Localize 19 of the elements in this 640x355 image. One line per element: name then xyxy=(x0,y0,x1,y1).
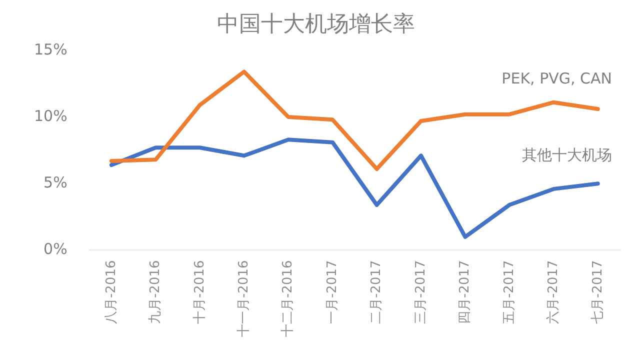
x-tick-label: 九月-2016 xyxy=(148,260,164,324)
x-tick-label: 十一月-2016 xyxy=(236,260,252,338)
x-tick-label: 八月-2016 xyxy=(104,260,119,324)
x-tick-label: 五月-2017 xyxy=(502,260,517,324)
x-tick-label: 六月-2017 xyxy=(546,260,562,324)
series-label: PEK, PVG, CAN xyxy=(502,69,612,88)
x-tick-label: 七月-2017 xyxy=(590,260,606,324)
x-tick-label: 二月-2017 xyxy=(369,260,384,324)
series-label: 其他十大机场 xyxy=(522,146,612,164)
x-tick-label: 十二月-2016 xyxy=(280,260,296,338)
x-tick-label: 四月-2017 xyxy=(458,260,473,324)
y-tick-label: 15% xyxy=(34,40,68,58)
y-tick-label: 5% xyxy=(44,174,68,192)
chart-title: 中国十大机场增长率 xyxy=(217,12,415,37)
x-tick-label: 一月-2017 xyxy=(324,260,340,324)
y-tick-label: 10% xyxy=(34,106,68,125)
x-tick-label: 十月-2016 xyxy=(192,260,208,324)
y-tick-label: 0% xyxy=(44,240,68,258)
x-tick-label: 三月-2017 xyxy=(413,260,428,324)
